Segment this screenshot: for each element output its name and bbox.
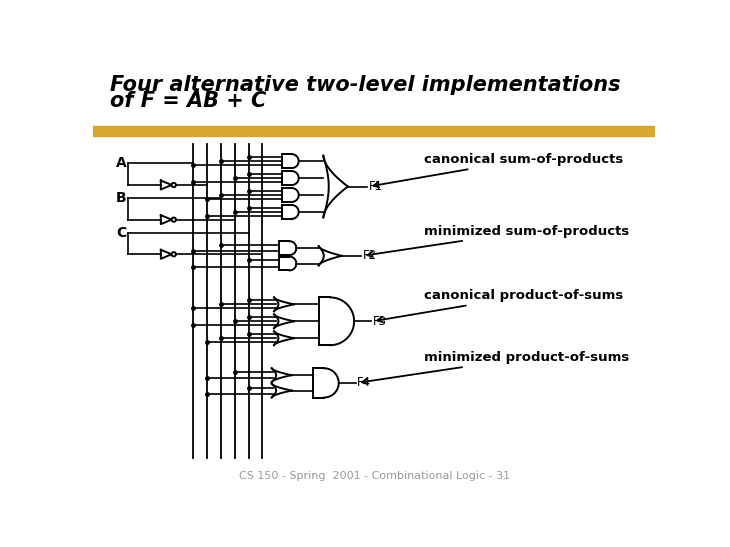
Text: of F = AB + C: of F = AB + C — [110, 91, 266, 111]
Text: minimized sum-of-products: minimized sum-of-products — [367, 225, 629, 257]
Text: C: C — [116, 226, 126, 240]
Text: canonical sum-of-products: canonical sum-of-products — [374, 153, 623, 188]
Text: Four alternative two-level implementations: Four alternative two-level implementatio… — [110, 75, 620, 95]
Text: minimized product-of-sums: minimized product-of-sums — [362, 351, 629, 384]
Text: F1: F1 — [369, 180, 383, 193]
Text: A: A — [116, 156, 127, 171]
Text: CS 150 - Spring  2001 - Combinational Logic - 31: CS 150 - Spring 2001 - Combinational Log… — [239, 470, 510, 481]
Text: canonical product-of-sums: canonical product-of-sums — [377, 289, 623, 322]
Bar — [93, 126, 656, 137]
Text: F3: F3 — [372, 315, 387, 328]
Text: B: B — [116, 191, 127, 205]
Text: F2: F2 — [363, 249, 377, 263]
Text: F4: F4 — [357, 376, 372, 389]
